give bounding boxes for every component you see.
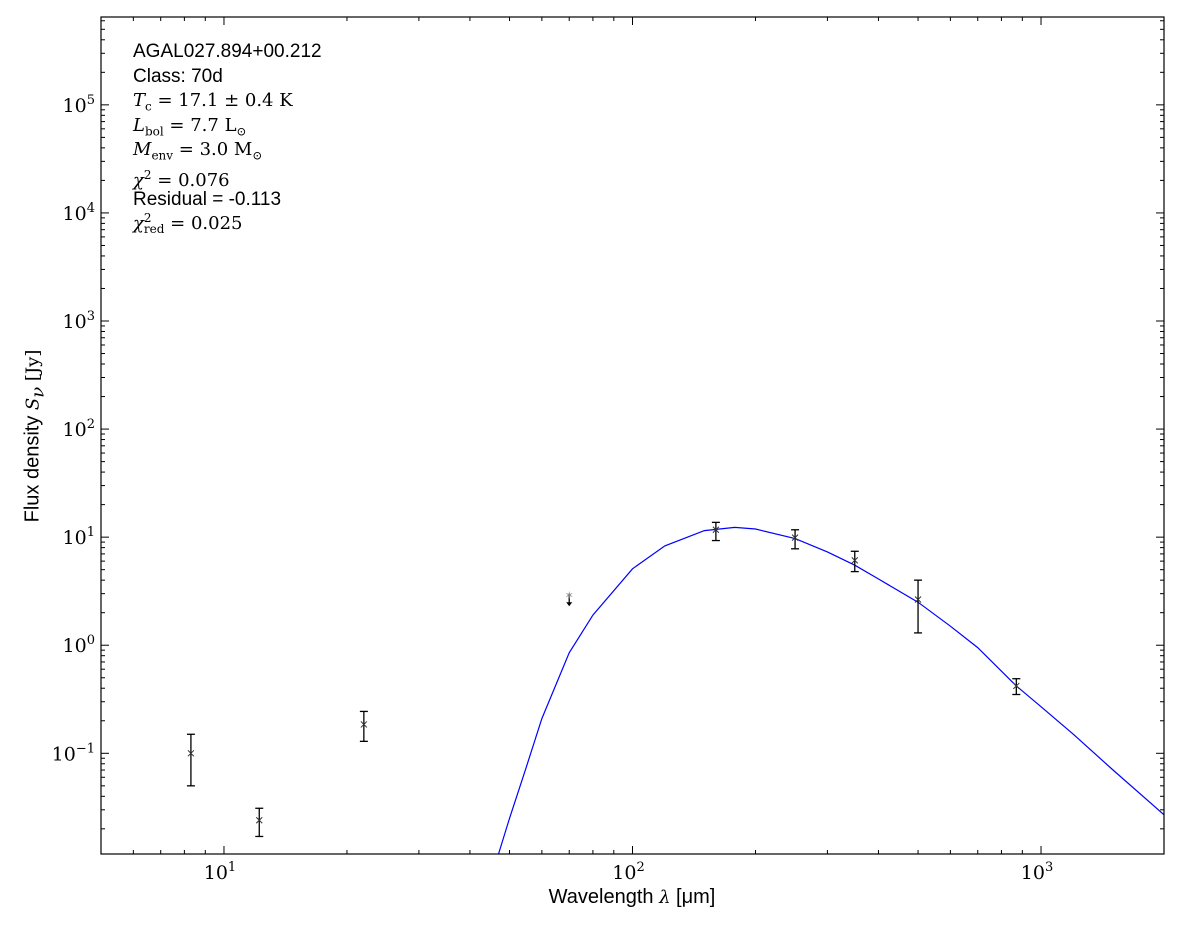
y-axis-label: Flux density Sν [Jy] — [21, 349, 49, 523]
luminosity-annotation: Lbol = 7.7 L⊙ — [133, 114, 247, 139]
data-point — [711, 521, 720, 542]
y-tick-label: 103 — [63, 309, 95, 333]
y-tick-label: 104 — [63, 201, 95, 225]
mass-annotation: Menv = 3.0 M⊙ — [133, 139, 263, 163]
data-point — [850, 550, 859, 573]
data-point — [255, 807, 264, 838]
y-tick-label: 105 — [63, 93, 95, 117]
star-marker: ✶ — [565, 590, 574, 602]
chi2-reduced-annotation: χ 2 red = 0.025 — [133, 211, 243, 237]
x-tick-label: 102 — [612, 860, 644, 884]
fit-annotations: AGAL027.894+00.212 Class: 70d Tc = 17.1 … — [133, 40, 322, 237]
x-marker — [187, 749, 195, 757]
x-marker — [255, 816, 263, 824]
y-tick-label: 100 — [63, 633, 95, 657]
y-tick-label: 101 — [63, 525, 95, 549]
x-marker — [791, 534, 799, 541]
source-class: Class: 70d — [133, 65, 223, 87]
x-marker — [851, 556, 859, 564]
x-tick-label: 103 — [1021, 860, 1053, 884]
y-tick-label: 102 — [63, 417, 95, 441]
y-tick-label: 10−1 — [52, 741, 95, 765]
x-marker — [712, 526, 720, 534]
data-point — [359, 710, 368, 742]
upper-limit-arrowhead — [566, 602, 573, 607]
upper-limit-point: ✶ — [565, 590, 574, 607]
model-curve — [497, 526, 1164, 854]
residual-annotation: Residual = -0.113 — [133, 188, 282, 210]
temperature-annotation: Tc = 17.1 ± 0.4 K — [133, 90, 293, 114]
x-tick-label: 101 — [204, 860, 236, 884]
x-marker — [914, 596, 922, 603]
x-marker — [360, 721, 368, 728]
data-point — [914, 579, 923, 634]
data-point — [1012, 678, 1021, 696]
x-marker — [1012, 682, 1020, 690]
data-point — [186, 733, 195, 787]
data-point — [791, 529, 800, 550]
chi2-annotation: χ2 = 0.076 — [133, 167, 230, 191]
x-axis-label: Wavelength λ [μm] — [548, 886, 716, 908]
source-name: AGAL027.894+00.212 — [133, 41, 322, 62]
